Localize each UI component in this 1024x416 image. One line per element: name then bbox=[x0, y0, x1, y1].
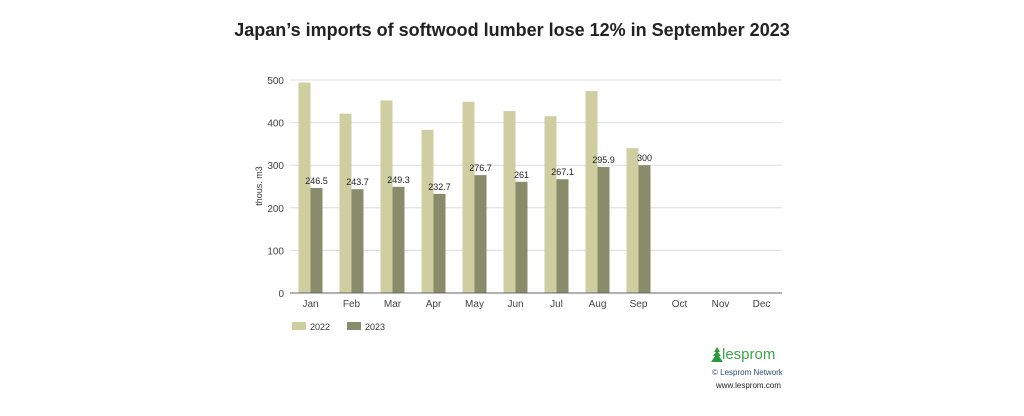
x-tick-label: Feb bbox=[343, 299, 361, 310]
bar-2022 bbox=[421, 129, 434, 293]
bar-2022 bbox=[585, 91, 598, 294]
bar-2022 bbox=[544, 116, 557, 294]
data-label: 232.7 bbox=[428, 182, 451, 192]
x-tick-label: Apr bbox=[426, 299, 442, 310]
data-label: 300 bbox=[637, 153, 652, 163]
x-tick-label: Dec bbox=[753, 299, 771, 310]
website-link[interactable]: www.lesprom.com bbox=[716, 381, 781, 390]
bar-2022 bbox=[339, 113, 352, 294]
x-tick-label: Jun bbox=[507, 299, 523, 310]
tree-icon bbox=[711, 347, 723, 362]
x-tick-label: Sep bbox=[630, 299, 648, 310]
x-tick-label: May bbox=[465, 299, 484, 310]
legend-label-2022: 2022 bbox=[310, 322, 330, 332]
legend-label-2023: 2023 bbox=[365, 322, 385, 332]
y-tick-label: 100 bbox=[267, 246, 284, 257]
x-tick-label: Jul bbox=[550, 299, 563, 310]
bar-2023 bbox=[392, 186, 405, 293]
bar-2022 bbox=[503, 111, 516, 294]
bar-2023 bbox=[433, 193, 446, 293]
bar-2023 bbox=[351, 189, 364, 293]
y-tick-label: 300 bbox=[267, 161, 284, 172]
y-tick-label: 200 bbox=[267, 204, 284, 215]
bar-2023 bbox=[515, 181, 528, 293]
bar-2023 bbox=[638, 165, 651, 293]
y-tick-label: 400 bbox=[267, 119, 284, 130]
bar-2023 bbox=[556, 179, 569, 293]
data-label: 267.1 bbox=[551, 167, 574, 177]
bar-2023 bbox=[310, 187, 323, 293]
x-tick-label: Nov bbox=[712, 299, 730, 310]
y-tick-label: 500 bbox=[267, 76, 284, 87]
chart-title: Japan’s imports of softwood lumber lose … bbox=[234, 20, 790, 40]
x-tick-label: Aug bbox=[589, 299, 607, 310]
x-tick-label: Mar bbox=[384, 299, 402, 310]
data-label: 295.9 bbox=[592, 155, 615, 165]
legend-swatch-2023 bbox=[347, 322, 361, 330]
bar-2022 bbox=[298, 82, 311, 293]
x-tick-label: Oct bbox=[672, 299, 688, 310]
data-label: 261 bbox=[514, 170, 529, 180]
bar-2023 bbox=[474, 175, 487, 293]
copyright-text: © Lesprom Network bbox=[712, 368, 783, 377]
data-label: 246.5 bbox=[305, 176, 328, 186]
data-label: 276.7 bbox=[469, 163, 492, 173]
y-tick-label: 0 bbox=[278, 289, 284, 300]
lesprom-logo: lesprom bbox=[711, 346, 775, 363]
logo-text: lesprom bbox=[722, 346, 776, 363]
bar-2022 bbox=[626, 148, 639, 293]
data-label: 249.3 bbox=[387, 175, 410, 185]
y-axis-label: thous. m3 bbox=[254, 166, 264, 206]
data-label: 243.7 bbox=[346, 177, 369, 187]
bar-2022 bbox=[380, 100, 393, 293]
bar-2022 bbox=[462, 101, 475, 293]
x-tick-label: Jan bbox=[302, 299, 318, 310]
bar-2023 bbox=[597, 166, 610, 293]
legend-swatch-2022 bbox=[292, 322, 306, 330]
